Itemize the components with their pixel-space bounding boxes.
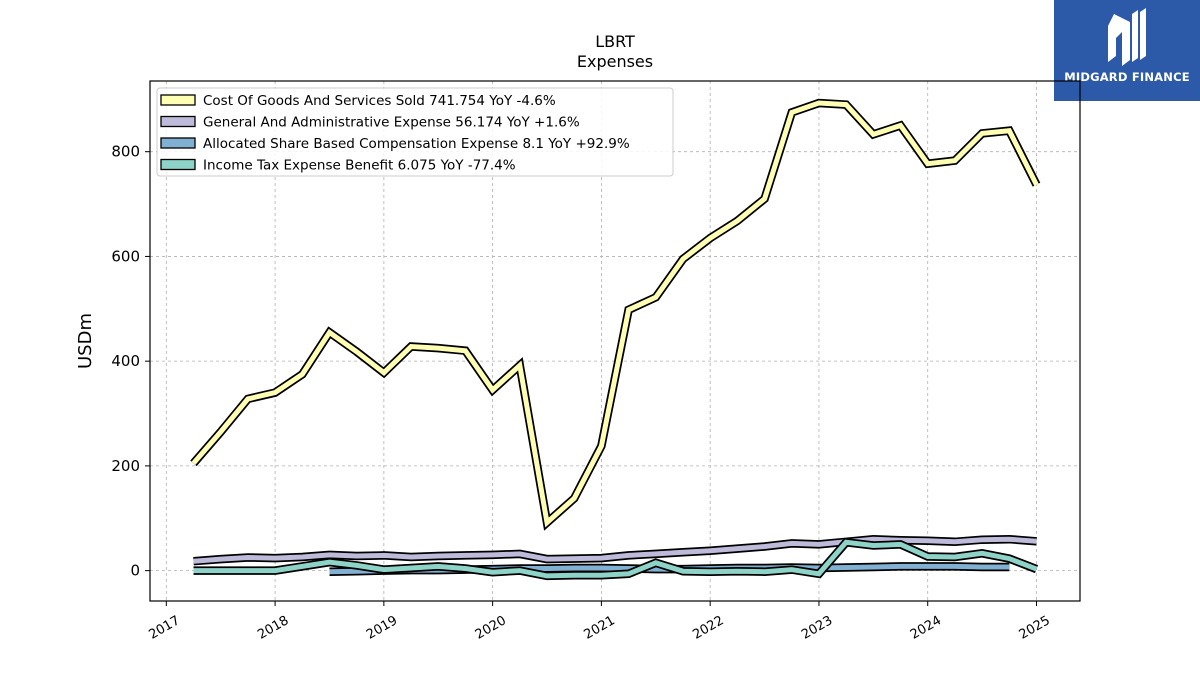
brand-logo: MIDGARD FINANCE <box>1054 0 1200 101</box>
legend-label: Cost Of Goods And Services Sold 741.754 … <box>203 93 556 109</box>
legend-swatch <box>160 94 196 106</box>
y-tick-label: 200 <box>111 457 140 475</box>
series-line-general-and-administrative-expense <box>193 536 1037 564</box>
legend-swatch <box>160 158 196 171</box>
x-tick-label: 2019 <box>364 613 400 643</box>
legend-label: General And Administrative Expense 56.17… <box>203 115 580 131</box>
y-tick-label: 400 <box>111 352 140 370</box>
x-tick-label: 2020 <box>473 613 509 643</box>
x-tick-label: 2018 <box>255 613 291 643</box>
legend: Cost Of Goods And Services Sold 741.754 … <box>156 87 674 177</box>
legend-box <box>156 87 674 177</box>
y-tick-label: 0 <box>130 562 140 580</box>
legend-swatch <box>160 137 196 149</box>
y-tick-label: 600 <box>111 247 140 265</box>
series-line-cost-of-goods-and-services-sold <box>191 100 1039 528</box>
legend-label: Allocated Share Based Compensation Expen… <box>203 136 630 152</box>
x-tick-label: 2022 <box>690 613 726 643</box>
y-axis-label: USDm <box>75 313 96 369</box>
series-line-income-tax-expense-benefit <box>193 539 1038 579</box>
x-tick-label: 2021 <box>582 613 618 643</box>
legend-label: Income Tax Expense Benefit 6.075 YoY -77… <box>203 158 516 174</box>
legend-swatch <box>160 115 196 128</box>
chart-title: LBRT <box>595 32 635 51</box>
x-tick-label: 2023 <box>799 613 835 643</box>
plot-frame <box>149 80 1081 602</box>
y-tick-label: 800 <box>111 143 140 161</box>
x-tick-label: 2025 <box>1017 613 1053 643</box>
logo-mark-icon <box>1108 8 1146 66</box>
logo-text: MIDGARD FINANCE <box>1064 70 1190 84</box>
series-lines <box>190 98 1041 581</box>
chart-subtitle: Expenses <box>576 52 654 71</box>
x-tick-label: 2017 <box>146 613 182 643</box>
x-tick-label: 2024 <box>908 613 944 643</box>
